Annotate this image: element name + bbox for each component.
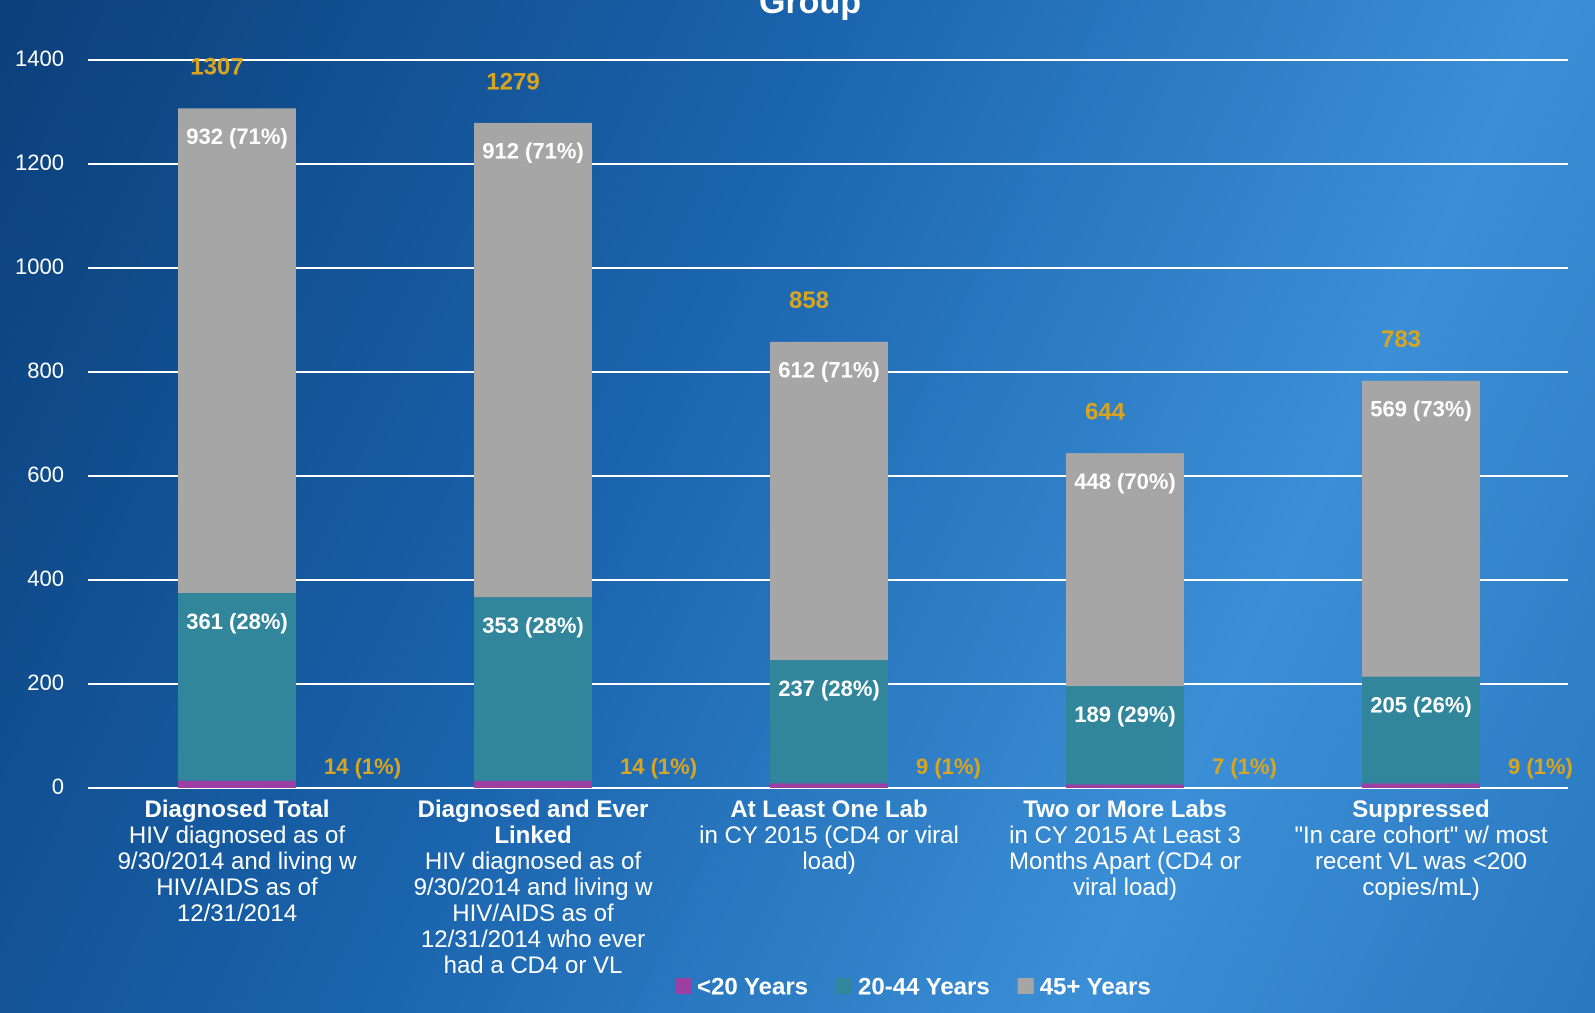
total-label: 858 (789, 287, 829, 314)
bar-segment (178, 780, 296, 788)
category-name: Diagnosed Total (144, 796, 330, 823)
bar-segment (770, 341, 888, 661)
total-label: 644 (1085, 398, 1126, 425)
chart-title: Group (759, 0, 861, 21)
category-description: "In care cohort" w/ most recent VL was <… (1294, 822, 1548, 901)
y-tick-label: 600 (27, 462, 64, 487)
data-label: 7 (1%) (1212, 754, 1277, 779)
data-label: 912 (71%) (482, 139, 584, 164)
legend-label: <20 Years (697, 973, 808, 1000)
data-label: 237 (28%) (778, 676, 880, 701)
category-name: At Least One Lab (730, 796, 928, 823)
bar-segment (1066, 784, 1184, 788)
bar-segment (474, 780, 592, 788)
legend-swatch (836, 978, 853, 994)
category-description: in CY 2015 At Least 3 Months Apart (CD4 … (1008, 822, 1242, 901)
data-label: 14 (1%) (620, 754, 697, 779)
category-description: in CY 2015 (CD4 or viral load) (699, 822, 959, 875)
bar-segment (770, 783, 888, 788)
x-tick-label: Diagnosed and Ever Linked HIV diagnosed a… (398, 797, 668, 979)
legend-swatch (675, 978, 691, 994)
legend-label: 20-44 Years (858, 973, 990, 1000)
data-label: 14 (1%) (324, 754, 401, 779)
y-tick-label: 1000 (15, 254, 64, 279)
bar-segment (178, 593, 296, 781)
x-tick-label: Diagnosed Total HIV diagnosed as of 9/30/… (102, 797, 372, 927)
category-description: HIV diagnosed as of 9/30/2014 and living… (117, 822, 357, 927)
bar-segment (770, 660, 888, 784)
bar-segment (178, 108, 296, 594)
y-tick-label: 1400 (15, 46, 64, 71)
bar-segment (1362, 380, 1480, 677)
data-label: 361 (28%) (186, 609, 288, 634)
data-label: 9 (1%) (916, 754, 981, 779)
bar-segment (1362, 783, 1480, 788)
x-tick-label: Two or More Labs in CY 2015 At Least 3 Mo… (990, 797, 1260, 901)
y-tick-label: 800 (27, 358, 64, 383)
data-label: 189 (29%) (1074, 702, 1176, 727)
x-tick-label: At Least One Lab in CY 2015 (CD4 or viral… (694, 797, 964, 875)
category-name: Diagnosed and Ever Linked (417, 796, 649, 849)
total-label: 1307 (190, 54, 243, 81)
data-label: 448 (70%) (1074, 469, 1176, 494)
total-label: 1279 (486, 68, 539, 95)
legend-swatch (1017, 978, 1034, 994)
legend-label: 45+ Years (1040, 973, 1151, 1000)
data-label: 353 (28%) (482, 613, 584, 638)
data-label: 205 (26%) (1370, 693, 1472, 718)
category-name: Suppressed (1352, 796, 1490, 823)
bar-segment (1066, 686, 1184, 785)
y-tick-label: 400 (27, 566, 64, 591)
bar-segment (474, 597, 592, 781)
bar-segment (1066, 453, 1184, 687)
y-tick-label: 0 (52, 774, 64, 799)
y-tick-label: 1200 (15, 150, 64, 175)
x-tick-label: Suppressed "In care cohort" w/ most recen… (1286, 797, 1556, 901)
data-label: 932 (71%) (186, 124, 288, 149)
data-label: 612 (71%) (778, 358, 880, 383)
bar-segment (474, 122, 592, 598)
data-label: 9 (1%) (1508, 754, 1573, 779)
total-label: 783 (1381, 326, 1421, 353)
data-label: 569 (73%) (1370, 397, 1472, 422)
category-description: HIV diagnosed as of 9/30/2014 and living… (413, 848, 653, 979)
bar-segment (1362, 676, 1480, 784)
category-name: Two or More Labs (1023, 796, 1227, 823)
y-tick-label: 200 (27, 670, 64, 695)
